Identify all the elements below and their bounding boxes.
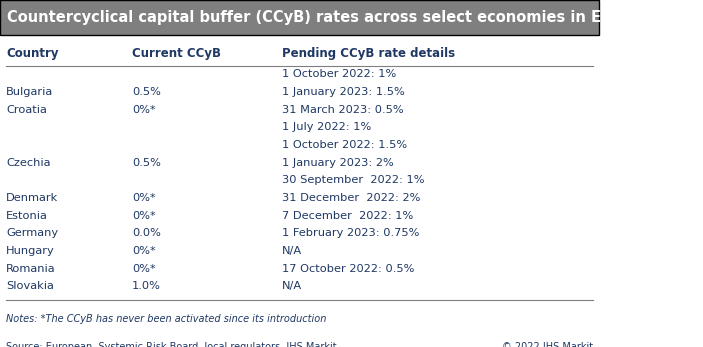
Text: 7 December  2022: 1%: 7 December 2022: 1% [282, 211, 413, 221]
Text: 1 October 2022: 1.5%: 1 October 2022: 1.5% [282, 140, 407, 150]
Text: 0%*: 0%* [132, 211, 155, 221]
Text: 0.0%: 0.0% [132, 228, 161, 238]
Text: 1 February 2023: 0.75%: 1 February 2023: 0.75% [282, 228, 419, 238]
Text: Country: Country [6, 47, 58, 60]
Text: N/A: N/A [282, 281, 302, 291]
Text: © 2022 IHS Markit: © 2022 IHS Markit [502, 341, 593, 347]
FancyBboxPatch shape [0, 0, 599, 35]
Text: 1 January 2023: 2%: 1 January 2023: 2% [282, 158, 394, 168]
Text: 0%*: 0%* [132, 104, 155, 115]
Text: Countercyclical capital buffer (CCyB) rates across select economies in Europe: Countercyclical capital buffer (CCyB) ra… [7, 10, 650, 25]
Text: 17 October 2022: 0.5%: 17 October 2022: 0.5% [282, 263, 414, 273]
Text: Hungary: Hungary [6, 246, 55, 256]
Text: 30 September  2022: 1%: 30 September 2022: 1% [282, 175, 424, 185]
Text: Romania: Romania [6, 263, 56, 273]
Text: Czechia: Czechia [6, 158, 51, 168]
Text: 0%*: 0%* [132, 263, 155, 273]
Text: Croatia: Croatia [6, 104, 47, 115]
Text: Current CCyB: Current CCyB [132, 47, 221, 60]
Text: 0.5%: 0.5% [132, 158, 161, 168]
Text: 0%*: 0%* [132, 193, 155, 203]
Text: Slovakia: Slovakia [6, 281, 54, 291]
Text: 1 July 2022: 1%: 1 July 2022: 1% [282, 122, 371, 132]
Text: Germany: Germany [6, 228, 58, 238]
Text: Notes: *The CCyB has never been activated since its introduction: Notes: *The CCyB has never been activate… [6, 314, 326, 324]
Text: 0.5%: 0.5% [132, 87, 161, 97]
Text: Source: European  Systemic Risk Board, local regulators, IHS Markit: Source: European Systemic Risk Board, lo… [6, 341, 337, 347]
Text: Denmark: Denmark [6, 193, 58, 203]
Text: 31 March 2023: 0.5%: 31 March 2023: 0.5% [282, 104, 404, 115]
Text: Estonia: Estonia [6, 211, 48, 221]
Text: 1.0%: 1.0% [132, 281, 161, 291]
Text: 31 December  2022: 2%: 31 December 2022: 2% [282, 193, 420, 203]
Text: 1 January 2023: 1.5%: 1 January 2023: 1.5% [282, 87, 404, 97]
Text: 0%*: 0%* [132, 246, 155, 256]
Text: 1 October 2022: 1%: 1 October 2022: 1% [282, 69, 396, 79]
Text: Pending CCyB rate details: Pending CCyB rate details [282, 47, 455, 60]
Text: Bulgaria: Bulgaria [6, 87, 53, 97]
Text: N/A: N/A [282, 246, 302, 256]
